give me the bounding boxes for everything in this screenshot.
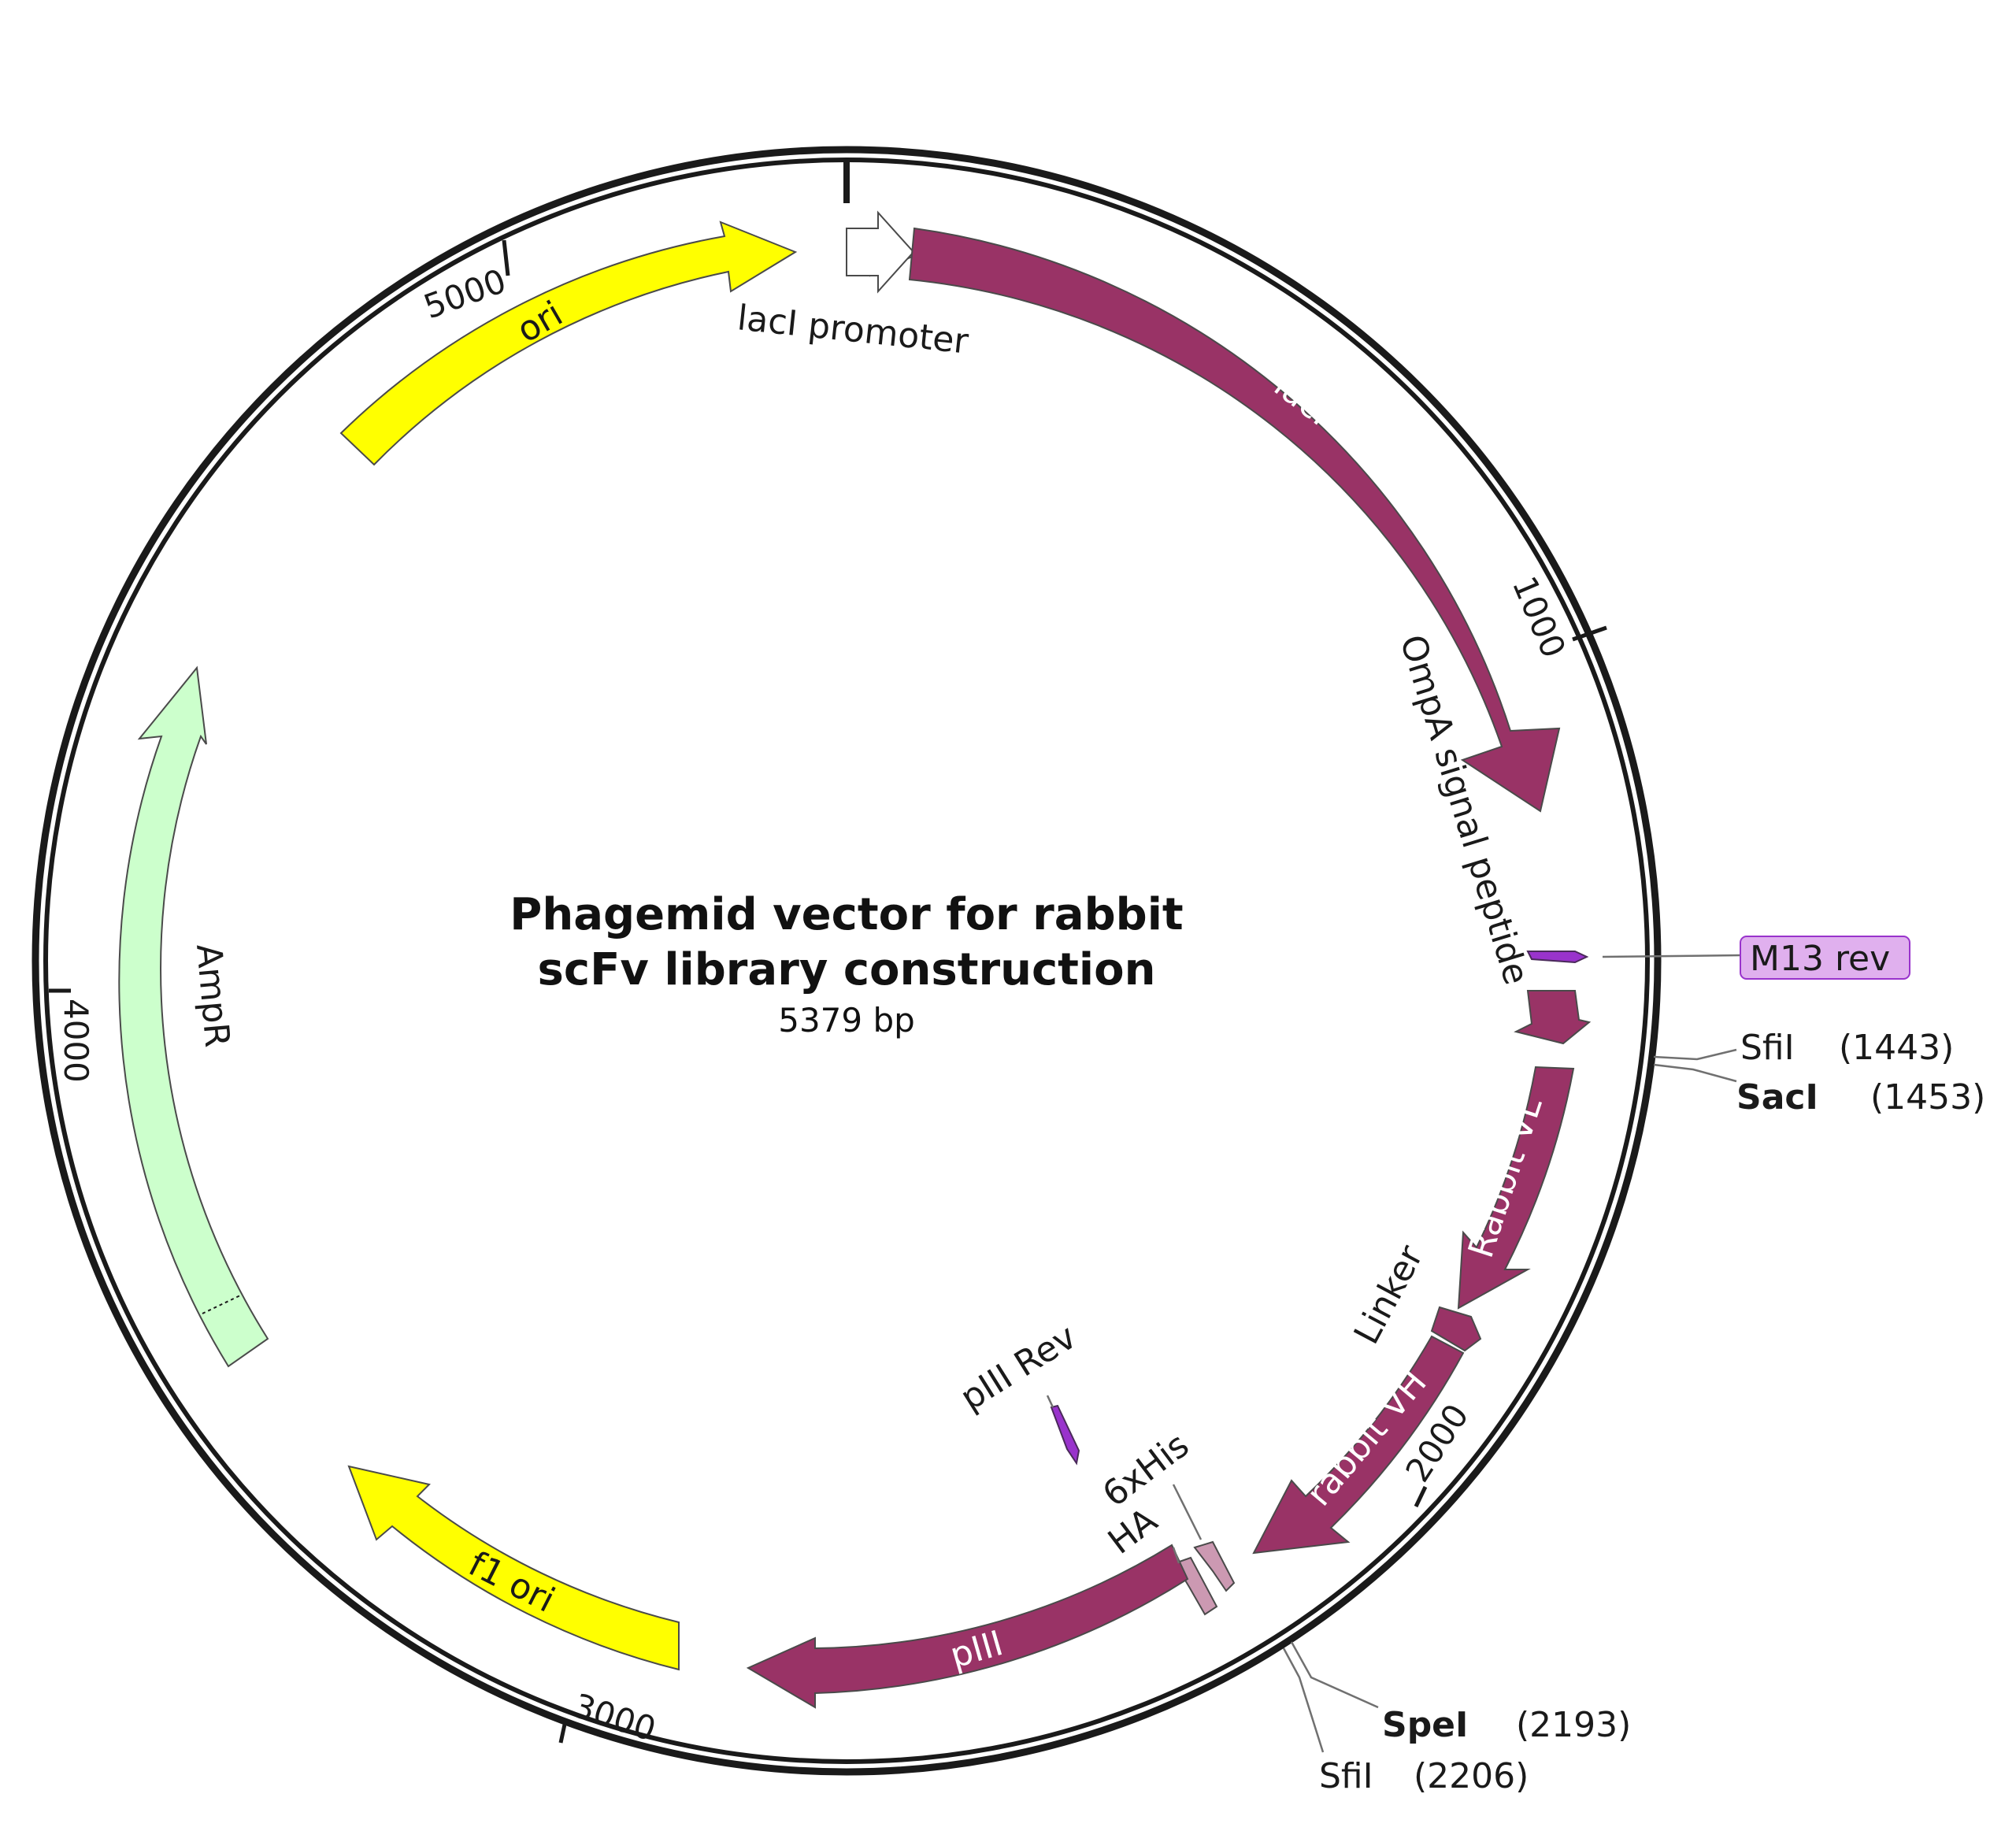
- tick-label-4000: 4000: [57, 999, 95, 1083]
- feature-ompa-signal-peptide-arrow[interactable]: [1514, 990, 1592, 1045]
- site-saci-1453-name: SacI: [1736, 1077, 1818, 1117]
- feature-ha-arrow[interactable]: [1173, 1556, 1218, 1616]
- plasmid-title-line-1: Phagemid vector for rabbit: [510, 889, 1183, 940]
- site-sfii-2206-label[interactable]: SfiI (2206): [1319, 1756, 1529, 1796]
- feature-ampr-label: AmpR: [188, 943, 237, 1049]
- feature-linker-label: Linker: [1347, 1238, 1432, 1351]
- feature-f1-ori-label: f1 ori: [462, 1544, 561, 1621]
- primer-m13-rev-label: M13 rev: [1750, 939, 1890, 979]
- site-spei-2193-name: SpeI: [1382, 1705, 1468, 1745]
- site-saci-1453-label[interactable]: SacI (1453): [1736, 1077, 1985, 1117]
- ampr-promoter-divider: [202, 1295, 241, 1314]
- site-sfii-2206-name: SfiI: [1319, 1756, 1373, 1796]
- site-sfii-1443-label[interactable]: SfiI (1443): [1740, 1028, 1954, 1068]
- feature-laci-promoter-arrow-body[interactable]: [846, 210, 915, 294]
- feature-ampr-arrow[interactable]: [118, 665, 269, 1368]
- primer-m13-rev-leader: [1602, 954, 1741, 958]
- feature-f1-ori-arrow[interactable]: [347, 1465, 680, 1671]
- feature-linker-arrow[interactable]: [1430, 1306, 1482, 1352]
- site-spei-2193-leader: [1290, 1641, 1379, 1709]
- tick-5000: 5000: [419, 239, 511, 326]
- site-sfii-1443-leader: [1653, 1048, 1737, 1061]
- feature-rabbit-vl-arrow[interactable]: [1457, 1066, 1575, 1310]
- tick-4000: 4000: [49, 988, 95, 1083]
- feature-ha-label: HA: [1101, 1500, 1165, 1562]
- feature-piii-arrow[interactable]: [746, 1544, 1189, 1709]
- feature-6xhis-leader: [1172, 1484, 1203, 1540]
- feature-laci-promoter-label: lacI promoter: [736, 298, 971, 362]
- site-spei-2193-label[interactable]: SpeI (2193): [1382, 1705, 1631, 1745]
- feature-laci-arrow[interactable]: [908, 227, 1561, 813]
- primer-piii-rev-label: pIII Rev: [954, 1317, 1084, 1418]
- site-sfii-2206-leader: [1282, 1647, 1325, 1753]
- feature-rabbit-vh-arrow[interactable]: [1252, 1335, 1465, 1555]
- site-saci-1453-leader: [1653, 1063, 1737, 1083]
- primer-piii-rev-tail: [1046, 1395, 1054, 1408]
- backbone-outer-ring: [32, 146, 1662, 1776]
- feature-ompa-signal-peptide-label: OmpA signal peptide: [1392, 630, 1536, 989]
- primer-m13-rev-box[interactable]: [1740, 936, 1910, 980]
- site-sfii-1443-position: (1443): [1839, 1028, 1954, 1068]
- plasmid-length: 5379 bp: [778, 1001, 915, 1040]
- site-sfii-2206-position: (2206): [1414, 1756, 1529, 1796]
- feature-piii-label: pIII: [946, 1623, 1007, 1676]
- plasmid-title-line-2: scFv library construction: [538, 944, 1156, 995]
- feature-6xhis-arrow[interactable]: [1193, 1540, 1236, 1592]
- feature-ori-arrow[interactable]: [339, 221, 798, 466]
- site-saci-1453-position: (1453): [1870, 1077, 1985, 1117]
- primer-piii-rev-arrow[interactable]: [1050, 1404, 1080, 1466]
- feature-ha-leader: [1172, 1547, 1180, 1564]
- site-spei-2193-position: (2193): [1516, 1705, 1631, 1745]
- site-sfii-1443-name: SfiI: [1740, 1028, 1795, 1068]
- primer-m13-rev-arrow[interactable]: [1526, 951, 1589, 964]
- backbone-inner-ring: [43, 158, 1650, 1764]
